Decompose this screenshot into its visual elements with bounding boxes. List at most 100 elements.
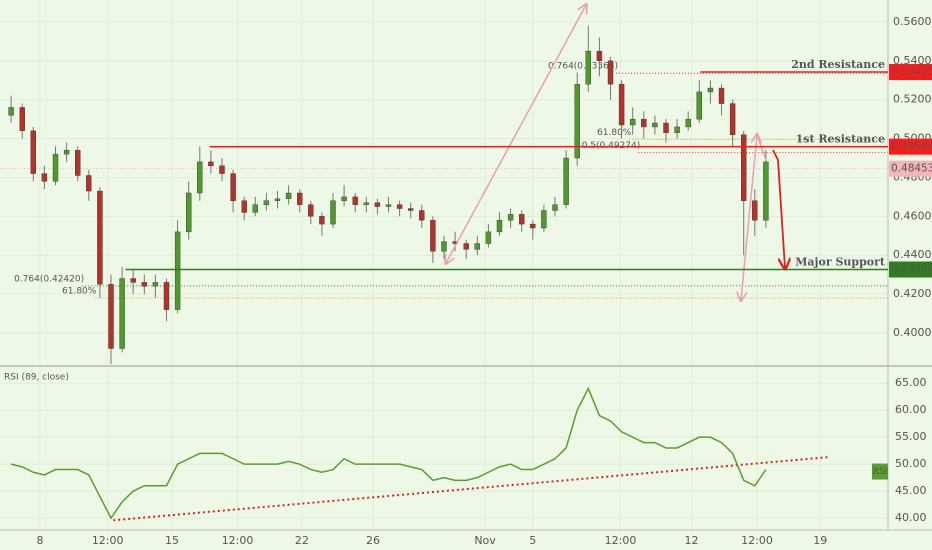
candle-body <box>241 200 247 213</box>
candle-body <box>663 122 669 133</box>
x-tick-label: 12:00 <box>92 534 124 547</box>
candle-body <box>297 192 303 205</box>
candle-body <box>119 278 125 349</box>
candle-body <box>308 204 314 217</box>
candle-body <box>541 210 547 229</box>
rsi-line <box>10 386 767 520</box>
candle-body <box>263 200 270 205</box>
y-tick-label: 45.00 <box>895 484 927 497</box>
candle-body <box>519 214 525 225</box>
x-tick-label: 19 <box>813 534 827 547</box>
candle-body <box>463 243 469 250</box>
candle-body <box>674 126 680 133</box>
candle-body <box>441 241 447 252</box>
candle-body <box>208 161 214 166</box>
candle-body <box>419 210 425 221</box>
x-tick-label: 26 <box>366 534 380 547</box>
y-tick-label: 60.00 <box>895 403 927 416</box>
fib-label: 61.80% <box>62 286 97 296</box>
level-name: 2nd Resistance <box>791 58 885 71</box>
level-price-box <box>889 138 932 155</box>
legend-label: RSI <box>873 467 888 477</box>
y-tick-label: 55.00 <box>895 430 927 443</box>
rsi-title: RSI (89, close) <box>4 373 69 383</box>
level-name: 1st Resistance <box>796 133 885 146</box>
last-price-label: 0.48453 <box>891 163 932 175</box>
x-tick-label: 12 <box>685 534 699 547</box>
candle-body <box>274 198 281 201</box>
candle-body <box>641 118 647 128</box>
candle-body <box>363 202 369 205</box>
candle-body <box>130 278 136 283</box>
arrow <box>741 135 757 300</box>
candle-body <box>374 202 381 207</box>
candle-body <box>341 196 347 201</box>
candle-body <box>474 243 480 250</box>
candle-body <box>86 175 92 192</box>
candle-body <box>596 50 603 62</box>
y-tick-label: 0.56000 <box>893 15 932 28</box>
candle-body <box>285 192 292 200</box>
fib-label: 61.80% <box>597 128 632 138</box>
candle-body <box>607 60 614 85</box>
candle-body <box>319 216 325 225</box>
candle-body <box>652 122 658 128</box>
x-tick-label: 15 <box>165 534 179 547</box>
candle-body <box>552 204 558 211</box>
candle-body <box>718 87 725 104</box>
candle-body <box>752 200 758 221</box>
fib-label: 0.764(0.53363) <box>548 62 618 72</box>
legend-badge <box>872 463 888 480</box>
candle-body <box>41 173 48 182</box>
candle-body <box>252 204 259 213</box>
candle-body <box>230 173 236 201</box>
candle-body <box>385 204 392 207</box>
last-price-box <box>889 160 932 177</box>
candle-body <box>685 118 691 128</box>
x-tick-label: 22 <box>295 534 309 547</box>
level-price-label: 0.53425 <box>891 66 932 78</box>
candle-body <box>485 231 492 244</box>
candle-body <box>197 161 203 194</box>
y-tick-label: 65.00 <box>895 376 927 389</box>
candle-body <box>763 161 769 221</box>
x-tick-label: Nov <box>474 534 496 547</box>
y-tick-label: 40.00 <box>895 511 927 524</box>
candle-body <box>63 150 70 155</box>
candle-body <box>696 91 702 120</box>
arrow <box>756 134 767 161</box>
level-price-box <box>889 64 932 81</box>
forecast-arrow <box>772 149 785 268</box>
candle-body <box>30 130 36 174</box>
candle-body <box>108 284 114 349</box>
x-tick-label: 12:00 <box>741 534 773 547</box>
arrow <box>446 5 586 263</box>
candle-body <box>563 157 569 205</box>
x-tick-label: 5 <box>529 534 536 547</box>
candle-body <box>408 208 414 211</box>
candle-body <box>630 118 636 126</box>
candle-body <box>496 220 503 233</box>
candle-body <box>74 150 81 176</box>
candle-body <box>219 165 225 174</box>
level-price-label: 0.49584 <box>891 141 932 153</box>
candle-body <box>52 153 59 182</box>
x-tick-label: 8 <box>36 534 43 547</box>
candle-body <box>430 220 436 252</box>
level-price-label: 0.43264 <box>891 263 932 275</box>
candle-body <box>530 223 536 229</box>
candle-body <box>97 190 103 285</box>
candle-body <box>8 107 14 116</box>
trendline <box>113 456 829 522</box>
candle-body <box>507 214 514 221</box>
candle-body <box>174 231 181 310</box>
candle-body <box>618 83 625 126</box>
x-tick-label: 12:00 <box>605 534 637 547</box>
candle-body <box>185 192 192 233</box>
